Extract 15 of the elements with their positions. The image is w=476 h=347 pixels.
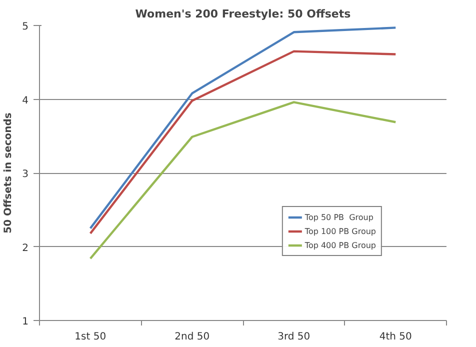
- chart-title: Women's 200 Freestyle: 50 Offsets: [135, 8, 352, 20]
- legend-label: Top 400 PB Group: [304, 240, 376, 250]
- legend-label: Top 100 PB Group: [304, 226, 376, 236]
- y-tick-label: 4: [22, 95, 29, 106]
- x-tick-label: 4th 50: [379, 332, 412, 342]
- legend-label: Top 50 PB Group: [304, 212, 374, 222]
- x-tick-label: 2nd 50: [174, 332, 210, 342]
- line-series: [89, 101, 397, 260]
- y-axis-title: 50 Offsets in seconds: [3, 112, 14, 234]
- y-tick-label: 2: [22, 242, 29, 254]
- x-tick-label: 3rd 50: [278, 332, 310, 342]
- y-tick-label: 5: [22, 22, 29, 32]
- y-tick-label: 3: [22, 169, 29, 180]
- y-tick-label: 1: [22, 316, 29, 328]
- x-tick-label: 1st 50: [74, 332, 106, 342]
